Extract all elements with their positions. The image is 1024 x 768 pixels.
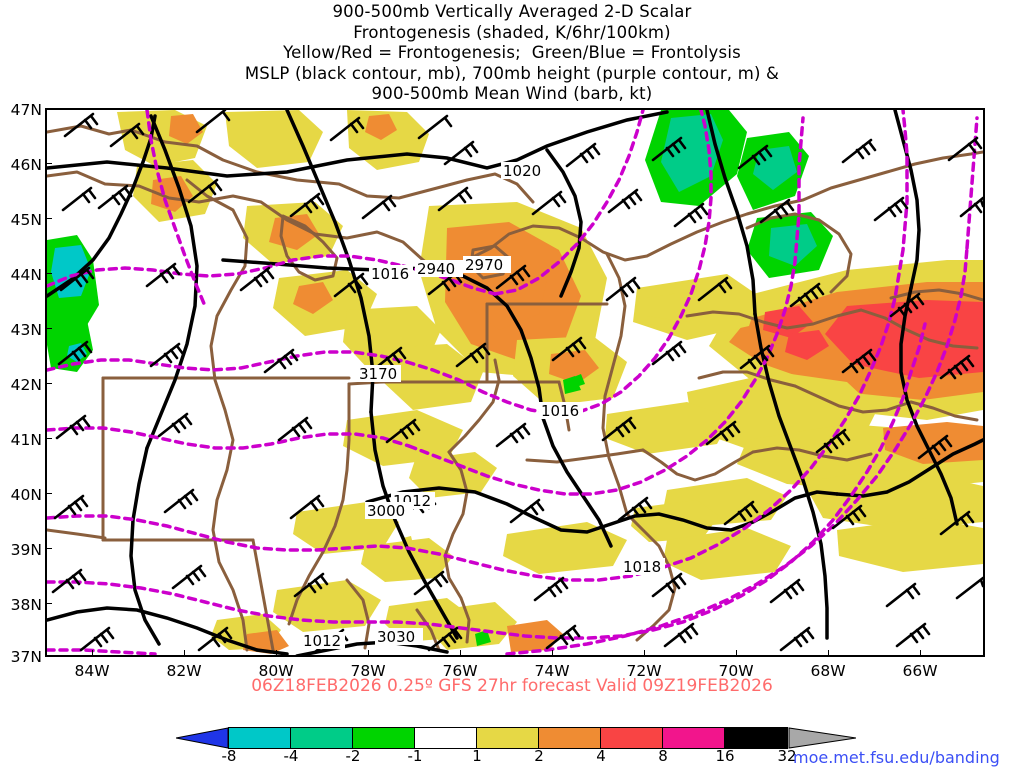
lat-label-6: 41N — [10, 431, 42, 449]
colorbar-cell-2[interactable] — [353, 728, 415, 748]
colorbar[interactable]: -8 -4 -2 -1 1 2 4 8 16 32 — [176, 727, 856, 765]
lat-tick-1 — [45, 163, 52, 164]
lat-tick-6 — [45, 438, 52, 439]
lon-label-5: 74W — [534, 662, 570, 680]
site-watermark[interactable]: moe.met.fsu.edu/banding — [793, 748, 1000, 767]
lat-tick-9 — [45, 603, 52, 604]
colorbar-cell-8[interactable] — [725, 728, 787, 748]
mslp-label-1016-a: 1016 — [371, 265, 409, 283]
colorbar-tick-4: 1 — [472, 747, 482, 765]
colorbar-tick-9: 32 — [777, 747, 797, 765]
title-line-3: Yellow/Red = Frontogenesis; Green/Blue =… — [283, 43, 741, 62]
title-line-1: 900-500mb Vertically Averaged 2-D Scalar — [332, 2, 692, 21]
frontogenesis-shading — [47, 110, 983, 654]
colorbar-tick-6: 4 — [596, 747, 606, 765]
lat-tick-4 — [45, 328, 52, 329]
wind-barbs — [51, 110, 983, 654]
lat-label-1: 46N — [10, 156, 42, 174]
map-plot-area[interactable]: 1020 1016 2940 2970 3170 1016 1012 3000 — [45, 108, 985, 657]
mslp-label-1012-b: 1012 — [303, 632, 341, 650]
lon-tick-3 — [368, 650, 369, 657]
lon-tick-2 — [276, 650, 277, 657]
geography-outlines — [47, 124, 983, 652]
title-line-4: MSLP (black contour, mb), 700mb height (… — [244, 63, 780, 83]
h700-label-3000-upper: 3170 — [359, 365, 397, 383]
title-line-5: 900-500mb Mean Wind (barb, kt) — [371, 84, 653, 103]
lat-label-9: 38N — [10, 596, 42, 614]
colorbar-cell-0[interactable] — [229, 728, 291, 748]
lat-tick-7 — [45, 493, 52, 494]
lon-label-0: 84W — [74, 662, 110, 680]
colorbar-arrows — [176, 727, 856, 749]
lat-label-10: 37N — [10, 648, 42, 666]
colorbar-tick-5: 2 — [534, 747, 544, 765]
lat-label-2: 45N — [10, 211, 42, 229]
lat-label-3: 44N — [10, 266, 42, 284]
colorbar-tick-3: -1 — [407, 747, 423, 765]
lon-label-6: 72W — [626, 662, 662, 680]
colorbar-tick-2: -2 — [345, 747, 361, 765]
lon-label-2: 80W — [258, 662, 294, 680]
colorbar-tick-8: 16 — [715, 747, 735, 765]
contour-value-labels: 1020 1016 2940 2970 3170 1016 1012 3000 — [301, 162, 665, 650]
lat-tick-0 — [45, 108, 52, 109]
colorbar-tick-7: 8 — [658, 747, 668, 765]
colorbar-tick-1: -4 — [283, 747, 299, 765]
lon-label-9: 66W — [902, 662, 938, 680]
mslp-label-1018: 1018 — [623, 558, 661, 576]
lat-label-4: 43N — [10, 321, 42, 339]
lon-label-7: 70W — [718, 662, 754, 680]
lon-label-4: 76W — [442, 662, 478, 680]
lon-tick-6 — [644, 650, 645, 657]
lon-tick-1 — [184, 650, 185, 657]
h700-label-3000: 3000 — [367, 502, 405, 520]
lat-tick-10 — [45, 656, 52, 657]
map-canvas: 1020 1016 2940 2970 3170 1016 1012 3000 — [47, 110, 983, 655]
colorbar-cell-5[interactable] — [539, 728, 601, 748]
chart-title-block: 900-500mb Vertically Averaged 2-D Scalar… — [0, 2, 1024, 105]
lat-label-7: 40N — [10, 486, 42, 504]
lon-tick-7 — [736, 650, 737, 657]
lon-tick-8 — [828, 650, 829, 657]
h700-label-2970: 2970 — [465, 256, 503, 274]
mslp-contours — [47, 110, 983, 655]
lon-tick-0 — [92, 650, 93, 657]
forecast-caption: 06Z18FEB2026 0.25º GFS 27hr forecast Val… — [251, 676, 773, 696]
lon-tick-4 — [460, 650, 461, 657]
colorbar-under-arrow — [176, 727, 229, 749]
mslp-label-1016-b: 1016 — [541, 402, 579, 420]
mslp-label-1020: 1020 — [503, 162, 541, 180]
lon-label-1: 82W — [166, 662, 202, 680]
colorbar-over-arrow — [788, 727, 856, 749]
h700-label-3030: 3030 — [377, 628, 415, 646]
lon-label-8: 68W — [810, 662, 846, 680]
colorbar-tick-labels: -8 -4 -2 -1 1 2 4 8 16 32 — [176, 747, 856, 767]
lon-tick-9 — [920, 650, 921, 657]
colorbar-cell-3[interactable] — [415, 728, 477, 748]
h700-label-2940: 2940 — [417, 260, 455, 278]
lat-label-8: 39N — [10, 541, 42, 559]
lat-tick-8 — [45, 548, 52, 549]
lat-tick-2 — [45, 218, 52, 219]
colorbar-tick-0: -8 — [221, 747, 237, 765]
lat-tick-5 — [45, 383, 52, 384]
lon-label-3: 78W — [350, 662, 386, 680]
title-line-2: Frontogenesis (shaded, K/6hr/100km) — [353, 22, 671, 42]
lat-tick-3 — [45, 273, 52, 274]
lat-label-5: 42N — [10, 376, 42, 394]
lon-tick-5 — [552, 650, 553, 657]
lat-label-0: 47N — [10, 101, 42, 119]
colorbar-cell-4[interactable] — [477, 728, 539, 748]
colorbar-cells — [228, 727, 788, 749]
colorbar-cell-7[interactable] — [663, 728, 725, 748]
colorbar-cell-6[interactable] — [601, 728, 663, 748]
colorbar-cell-1[interactable] — [291, 728, 353, 748]
